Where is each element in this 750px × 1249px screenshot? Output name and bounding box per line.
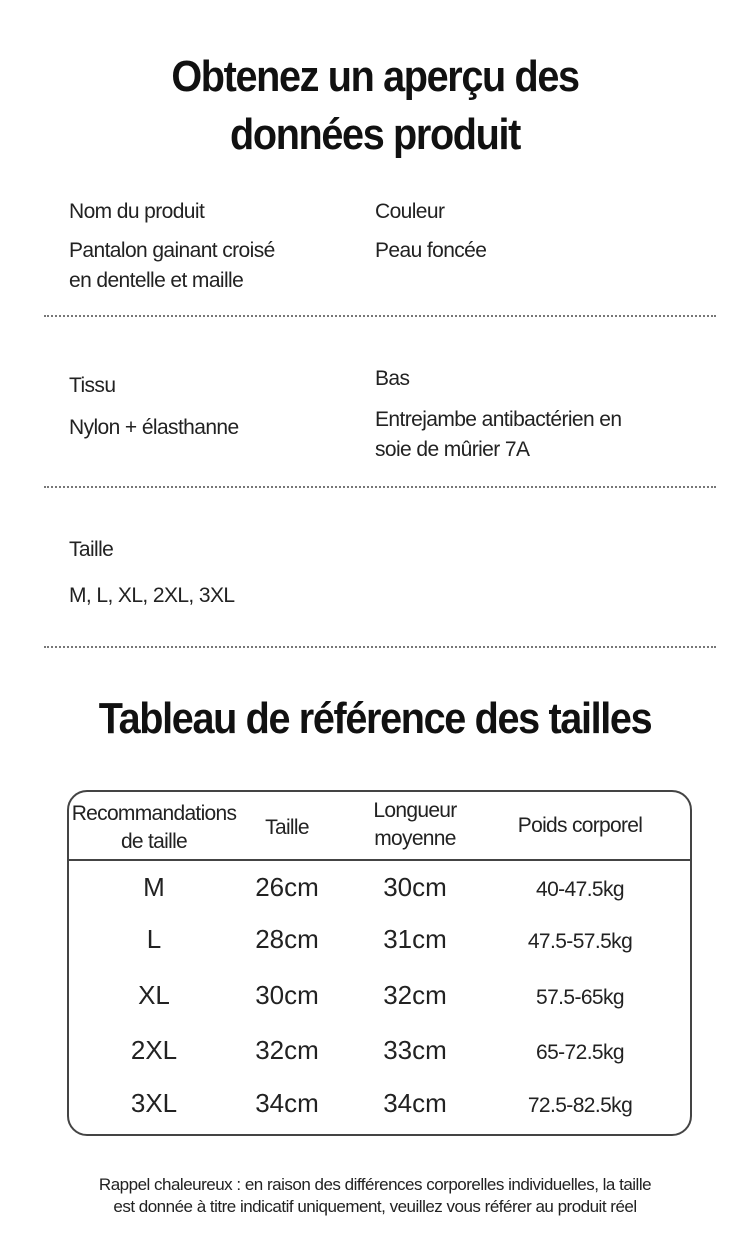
table-cell: 65-72.5kg bbox=[535, 1041, 625, 1064]
size-chart-title: Tableau de référence des tailles bbox=[98, 694, 653, 743]
header-text: moyenne bbox=[374, 827, 456, 850]
header-length: Longueur moyenne bbox=[373, 797, 457, 853]
table-cell: 26cm bbox=[255, 872, 319, 902]
table-cell: 33cm bbox=[383, 1035, 447, 1065]
table-cell: 31cm bbox=[383, 924, 447, 954]
footer-note-1: Rappel chaleureux : en raison des différ… bbox=[98, 1175, 652, 1194]
color-value: Peau foncée bbox=[375, 239, 487, 262]
table-cell: XL bbox=[138, 980, 170, 1010]
bottom-label: Bas bbox=[375, 367, 410, 390]
divider bbox=[44, 315, 716, 317]
header-recommendation: Recommandations de taille bbox=[72, 800, 237, 856]
bottom-value-1: Entrejambe antibactérien en bbox=[375, 408, 622, 431]
size-label: Taille bbox=[69, 538, 114, 561]
table-cell: 34cm bbox=[255, 1088, 319, 1118]
table-cell: 34cm bbox=[383, 1088, 447, 1118]
header-divider bbox=[69, 859, 690, 861]
table-cell: L bbox=[146, 924, 162, 954]
table-cell: 47.5-57.5kg bbox=[527, 930, 633, 953]
size-value: M, L, XL, 2XL, 3XL bbox=[69, 584, 235, 607]
fabric-value: Nylon + élasthanne bbox=[69, 416, 239, 439]
table-cell: 32cm bbox=[255, 1035, 319, 1065]
page-title-line2: données produit bbox=[230, 110, 521, 159]
table-cell: 40-47.5kg bbox=[535, 878, 625, 901]
header-text: Longueur bbox=[373, 799, 457, 822]
color-label: Couleur bbox=[375, 200, 445, 223]
header-text: de taille bbox=[120, 830, 188, 853]
product-name-label: Nom du produit bbox=[69, 200, 205, 223]
bottom-value-2: soie de mûrier 7A bbox=[375, 438, 530, 461]
divider bbox=[44, 646, 716, 648]
table-cell: M bbox=[143, 872, 165, 902]
table-cell: 28cm bbox=[255, 924, 319, 954]
header-size: Taille bbox=[265, 816, 309, 839]
header-weight: Poids corporel bbox=[517, 814, 643, 837]
table-cell: 32cm bbox=[383, 980, 447, 1010]
header-text: Recommandations bbox=[71, 802, 237, 825]
table-cell: 2XL bbox=[130, 1035, 178, 1065]
table-cell: 72.5-82.5kg bbox=[527, 1094, 633, 1117]
footer-note-2: est donnée à titre indicatif uniquement,… bbox=[113, 1197, 637, 1216]
page-title-line1: Obtenez un aperçu des bbox=[171, 52, 580, 101]
product-name-value-1: Pantalon gainant croisé bbox=[69, 239, 275, 262]
divider bbox=[44, 486, 716, 488]
table-cell: 30cm bbox=[255, 980, 319, 1010]
table-cell: 30cm bbox=[383, 872, 447, 902]
table-cell: 3XL bbox=[130, 1088, 178, 1118]
table-cell: 57.5-65kg bbox=[535, 986, 625, 1009]
size-chart-table: Recommandations de taille Taille Longueu… bbox=[67, 790, 692, 1136]
fabric-label: Tissu bbox=[69, 374, 116, 397]
product-name-value-2: en dentelle et maille bbox=[69, 269, 244, 292]
